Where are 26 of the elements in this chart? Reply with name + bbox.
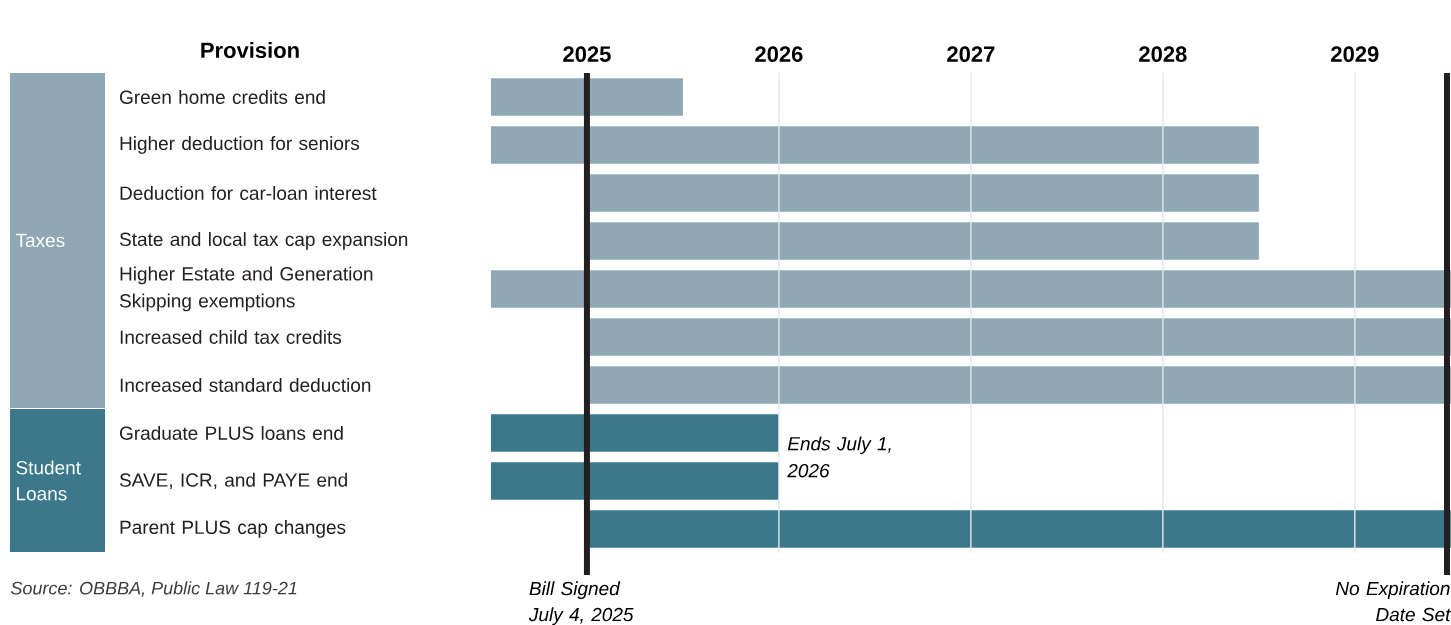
x-tick-label: 2029 [1331, 46, 1379, 62]
y-tick-label: Higher Estate and Generation Skipping exemptions [119, 266, 373, 312]
ref-line-label: Bill Signed July 4, 2025 [528, 581, 634, 625]
bar [490, 462, 779, 500]
y-tick-label: Increased standard deduction [120, 377, 371, 392]
annotation: Ends July 1, 2026 [787, 436, 891, 478]
bar [490, 126, 1259, 164]
text: Taxes [15, 233, 65, 248]
text: Student Loans [16, 460, 81, 501]
bar [490, 78, 683, 116]
y-axis-title: Provision [201, 41, 299, 59]
y-tick-label: Parent PLUS cap changes [120, 520, 346, 538]
x-tick-label: 2026 [755, 46, 803, 62]
y-tick-label: Higher deduction for seniors [120, 136, 360, 154]
y-tick-label: Deduction for car-loan interest [120, 185, 377, 200]
y-tick-label: State and local tax cap expansion [119, 232, 408, 250]
y-tick-label: SAVE, ICR, and PAYE end [119, 472, 347, 490]
y-tick-label: Green home credits end [119, 89, 325, 104]
x-tick-label: 2027 [947, 46, 995, 62]
y-tick-label: Increased child tax credits [120, 329, 342, 344]
x-tick-label: 2025 [563, 46, 611, 62]
x-tick-label: 2028 [1139, 46, 1187, 62]
source-note: Source: OBBBA, Public Law 119-21 [10, 581, 297, 597]
bar [490, 414, 779, 452]
y-tick-label: Graduate PLUS loans end [119, 425, 343, 440]
ref-line-label: No Expiration Date Set [1335, 581, 1451, 622]
